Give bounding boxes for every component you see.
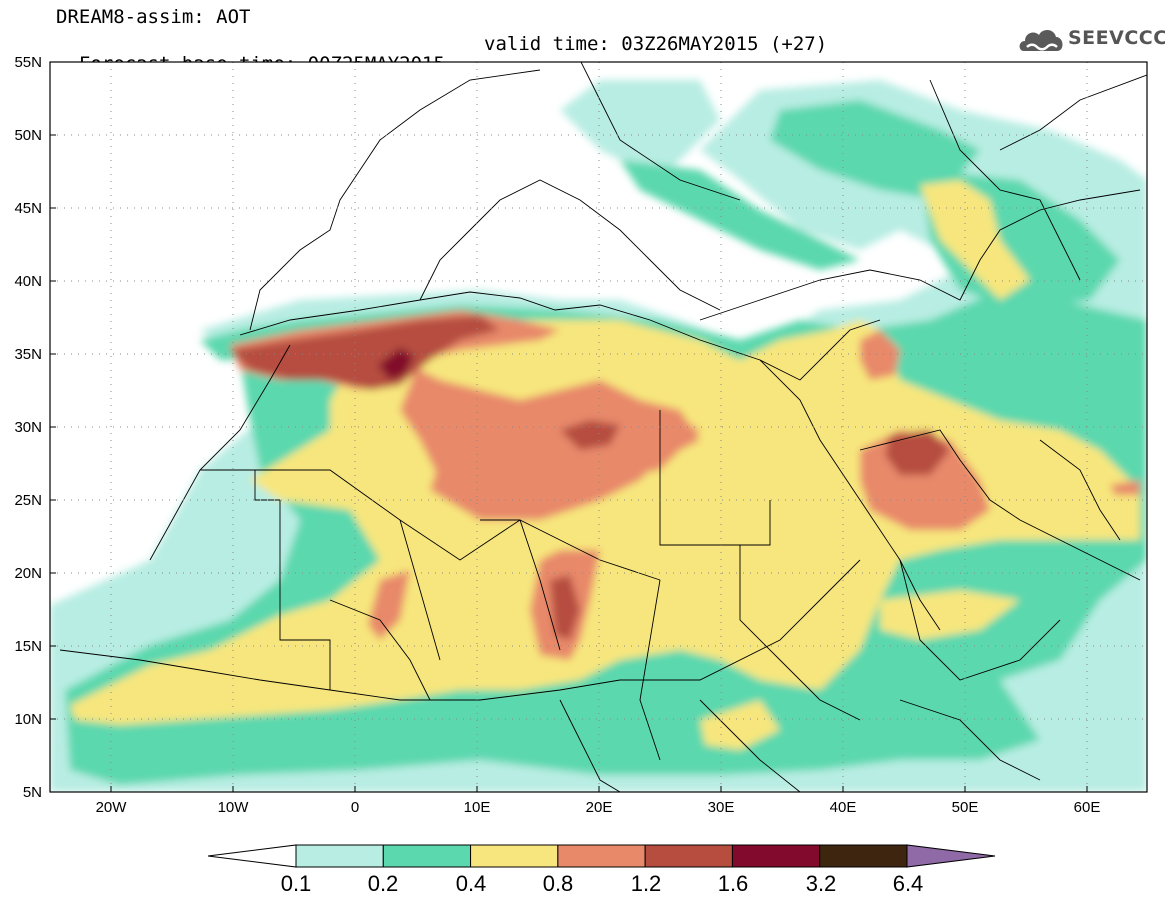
colorbar-segment — [731, 844, 821, 868]
lat-label: 45N — [14, 200, 42, 217]
colorbar-segment — [819, 844, 908, 868]
colorbar-underflow-triangle — [207, 844, 297, 868]
lon-label: 30E — [707, 799, 735, 816]
lat-label: 10N — [14, 711, 42, 728]
colorbar-label: 0.1 — [280, 871, 312, 896]
colorbar-segment — [382, 844, 472, 868]
lat-label: 15N — [14, 638, 42, 655]
graticule — [50, 62, 1147, 792]
colorbar-label: 3.2 — [805, 871, 837, 896]
lat-label: 30N — [14, 419, 42, 436]
lat-label: 20N — [14, 565, 42, 582]
lat-label: 40N — [14, 273, 42, 290]
lat-label: 25N — [14, 492, 42, 509]
country-borders — [59, 62, 1147, 792]
axis-ticks — [50, 61, 1088, 792]
lon-label: 10W — [217, 799, 249, 816]
logo-text: SEEVCCC — [1068, 27, 1165, 49]
colorbar-label: 0.2 — [367, 871, 399, 896]
colorbar-label: 0.4 — [455, 871, 487, 896]
lat-label: 35N — [14, 346, 42, 363]
lat-label: 5N — [22, 784, 42, 801]
cloud-logo-icon — [1019, 29, 1063, 51]
colorbar-label: 0.8 — [542, 871, 574, 896]
lon-label: 0 — [350, 799, 360, 816]
lat-label: 55N — [14, 54, 42, 71]
colorbar-segment — [644, 844, 733, 868]
seevccc-logo: SEEVCCC — [1018, 22, 1165, 56]
colorbar-label: 1.2 — [630, 871, 662, 896]
valid-time: valid time: 03Z26MAY2015 (+27) — [484, 33, 828, 55]
lon-label: 40E — [829, 799, 857, 816]
colorbar-segment — [470, 844, 559, 868]
colorbar-label: 1.6 — [717, 871, 749, 896]
lon-label: 60E — [1073, 799, 1101, 816]
title-line-1: DREAM8-assim: AOT — [56, 6, 251, 28]
lon-label: 10E — [463, 799, 491, 816]
lat-label: 50N — [14, 127, 42, 144]
colorbar-overflow-triangle — [906, 844, 996, 868]
lon-label: 20E — [585, 799, 613, 816]
lon-label: 20W — [95, 799, 127, 816]
colorbar-segment — [295, 844, 384, 868]
colorbar-label: 6.4 — [892, 871, 924, 896]
colorbar-segment — [557, 844, 646, 868]
lon-label: 50E — [951, 799, 979, 816]
colorbar — [207, 844, 996, 868]
